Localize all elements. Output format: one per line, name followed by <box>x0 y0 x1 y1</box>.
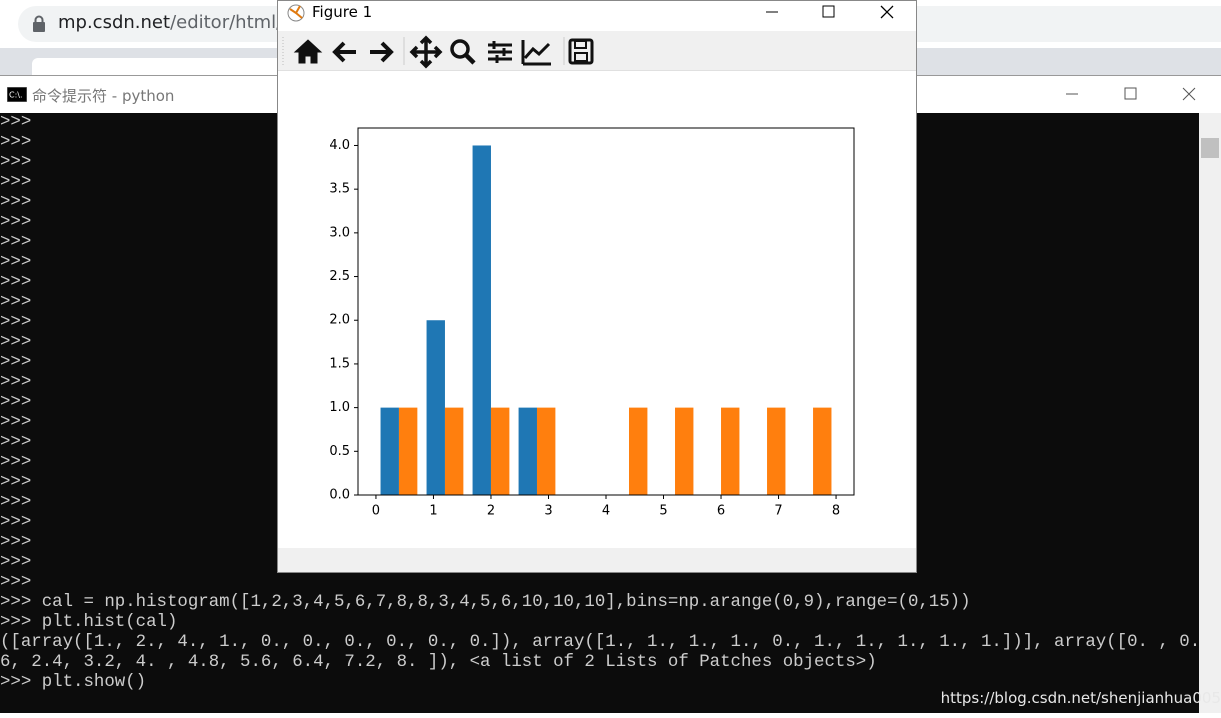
y-tick-label: 4.0 <box>329 138 350 153</box>
console-line: 6, 2.4, 3.2, 4. , 4.8, 5.6, 6.4, 7.2, 8.… <box>0 653 877 672</box>
y-tick-label: 0.0 <box>329 488 350 503</box>
window-title: 命令提示符 - python <box>32 87 175 105</box>
y-tick-label: 1.5 <box>329 356 350 371</box>
console-line: >>> <box>0 333 32 352</box>
console-line: >>> <box>0 493 32 512</box>
console-line: >>> <box>0 533 32 552</box>
console-line: >>> <box>0 293 32 312</box>
console-line: >>> <box>0 353 32 372</box>
x-tick-label: 2 <box>487 504 495 519</box>
configure-button[interactable] <box>488 41 512 63</box>
console-line: >>> <box>0 473 32 492</box>
edit-axis-button[interactable] <box>521 40 551 66</box>
lock-icon <box>33 15 45 32</box>
back-button[interactable] <box>332 41 356 63</box>
close[interactable] <box>880 5 894 19</box>
bar <box>629 407 648 495</box>
y-tick-label: 2.0 <box>329 313 350 328</box>
console-line: >>> <box>0 313 32 332</box>
window-controls <box>1066 87 1196 101</box>
y-tick-label: 0.5 <box>329 444 350 459</box>
x-tick-label: 3 <box>544 504 552 519</box>
console-line: >>> <box>0 573 32 592</box>
console-line: >>> <box>0 513 32 532</box>
bar <box>490 407 510 495</box>
console-line: >>> <box>0 253 32 272</box>
console-line: >>> <box>0 273 32 292</box>
bar <box>721 407 740 495</box>
console-line: >>> <box>0 133 32 152</box>
console-line: >>> <box>0 553 32 572</box>
console-output: >>> >>> >>> >>> >>> >>> >>> >>> >>> >>> >>> >>> >>> >… <box>0 113 1199 713</box>
axes-frame <box>357 127 855 496</box>
console-line: >>> <box>0 113 32 132</box>
bar <box>675 407 694 495</box>
cmd-icon: C:\. <box>7 87 27 102</box>
bar <box>444 407 464 495</box>
console-line: >>> <box>0 453 32 472</box>
console-line: >>> <box>0 433 32 452</box>
x-tick-label: 1 <box>429 504 437 519</box>
chart: 0.0 0.5 1.0 1.5 2.0 2.5 3.0 3.5 4.0 0 1 2 3 4 5 6 7 8 <box>329 127 855 519</box>
home-button[interactable] <box>293 39 323 64</box>
console-line: ([array([1., 2., 4., 1., 0., 0., 0., 0.,… <box>0 633 1199 652</box>
save-button[interactable] <box>568 38 594 65</box>
bar <box>398 407 418 495</box>
bar <box>380 407 399 495</box>
bar <box>426 320 445 495</box>
x-tick-label: 5 <box>659 504 667 519</box>
y-tick-label: 2.5 <box>329 269 350 284</box>
toolbar-icons <box>282 35 594 69</box>
bar <box>472 145 491 495</box>
bars <box>380 145 832 495</box>
x-tick-label: 6 <box>717 504 725 519</box>
tab[interactable] <box>32 58 292 75</box>
window-title: Figure 1 <box>312 3 373 21</box>
y-tick-label: 3.0 <box>329 225 350 240</box>
app-icon <box>287 4 305 22</box>
x-tick-label: 0 <box>372 504 380 519</box>
console-line: >>> cal = np.histogram([1,2,3,4,5,6,7,8,… <box>0 593 971 612</box>
x-tick-label: 7 <box>774 504 782 519</box>
url: mp.csdn.net/editor/html/1 <box>58 12 294 33</box>
console-line: >>> <box>0 213 32 232</box>
console-line: >>> plt.hist(cal) <box>0 613 178 632</box>
bar <box>813 407 832 495</box>
pan-button[interactable] <box>409 35 443 69</box>
maximize[interactable] <box>1124 87 1137 100</box>
x-tick-label: 8 <box>832 504 840 519</box>
ticks: 0.0 0.5 1.0 1.5 2.0 2.5 3.0 3.5 4.0 0 1 2 3 4 5 6 7 8 <box>329 138 840 519</box>
url-host: mp.csdn.net <box>58 12 171 33</box>
console-line: >>> <box>0 233 32 252</box>
console-line: >>> <box>0 153 32 172</box>
svg-text:C:\.: C:\. <box>9 91 23 100</box>
close[interactable] <box>1182 87 1196 101</box>
console-line: >>> <box>0 373 32 392</box>
status-bar <box>278 548 916 572</box>
console-line: >>> <box>0 413 32 432</box>
forward-button[interactable] <box>370 41 394 63</box>
console-line: >>> plt.show() <box>0 673 147 692</box>
window-controls <box>766 5 894 19</box>
bar <box>767 407 786 495</box>
console-line: >>> <box>0 193 32 212</box>
figure-window: Figure 1 0.0 0.5 1.0 1.5 2.0 2.5 3.0 3.5 4.0 0 1 2 3… <box>277 0 917 573</box>
zoom-button[interactable] <box>450 39 476 65</box>
scrollbar[interactable] <box>1199 113 1221 713</box>
y-tick-label: 1.0 <box>329 400 350 415</box>
watermark: https://blog.csdn.net/shenjianhua005 <box>940 689 1221 707</box>
console-line: >>> <box>0 393 32 412</box>
x-tick-label: 4 <box>602 504 610 519</box>
toolbar <box>278 31 916 71</box>
maximize[interactable] <box>822 5 835 18</box>
url-path: /editor/html/1 <box>170 12 294 33</box>
bar <box>536 407 556 495</box>
y-tick-label: 3.5 <box>329 182 350 197</box>
scroll-thumb[interactable] <box>1201 138 1219 158</box>
bar <box>518 407 537 495</box>
console-line: >>> <box>0 173 32 192</box>
